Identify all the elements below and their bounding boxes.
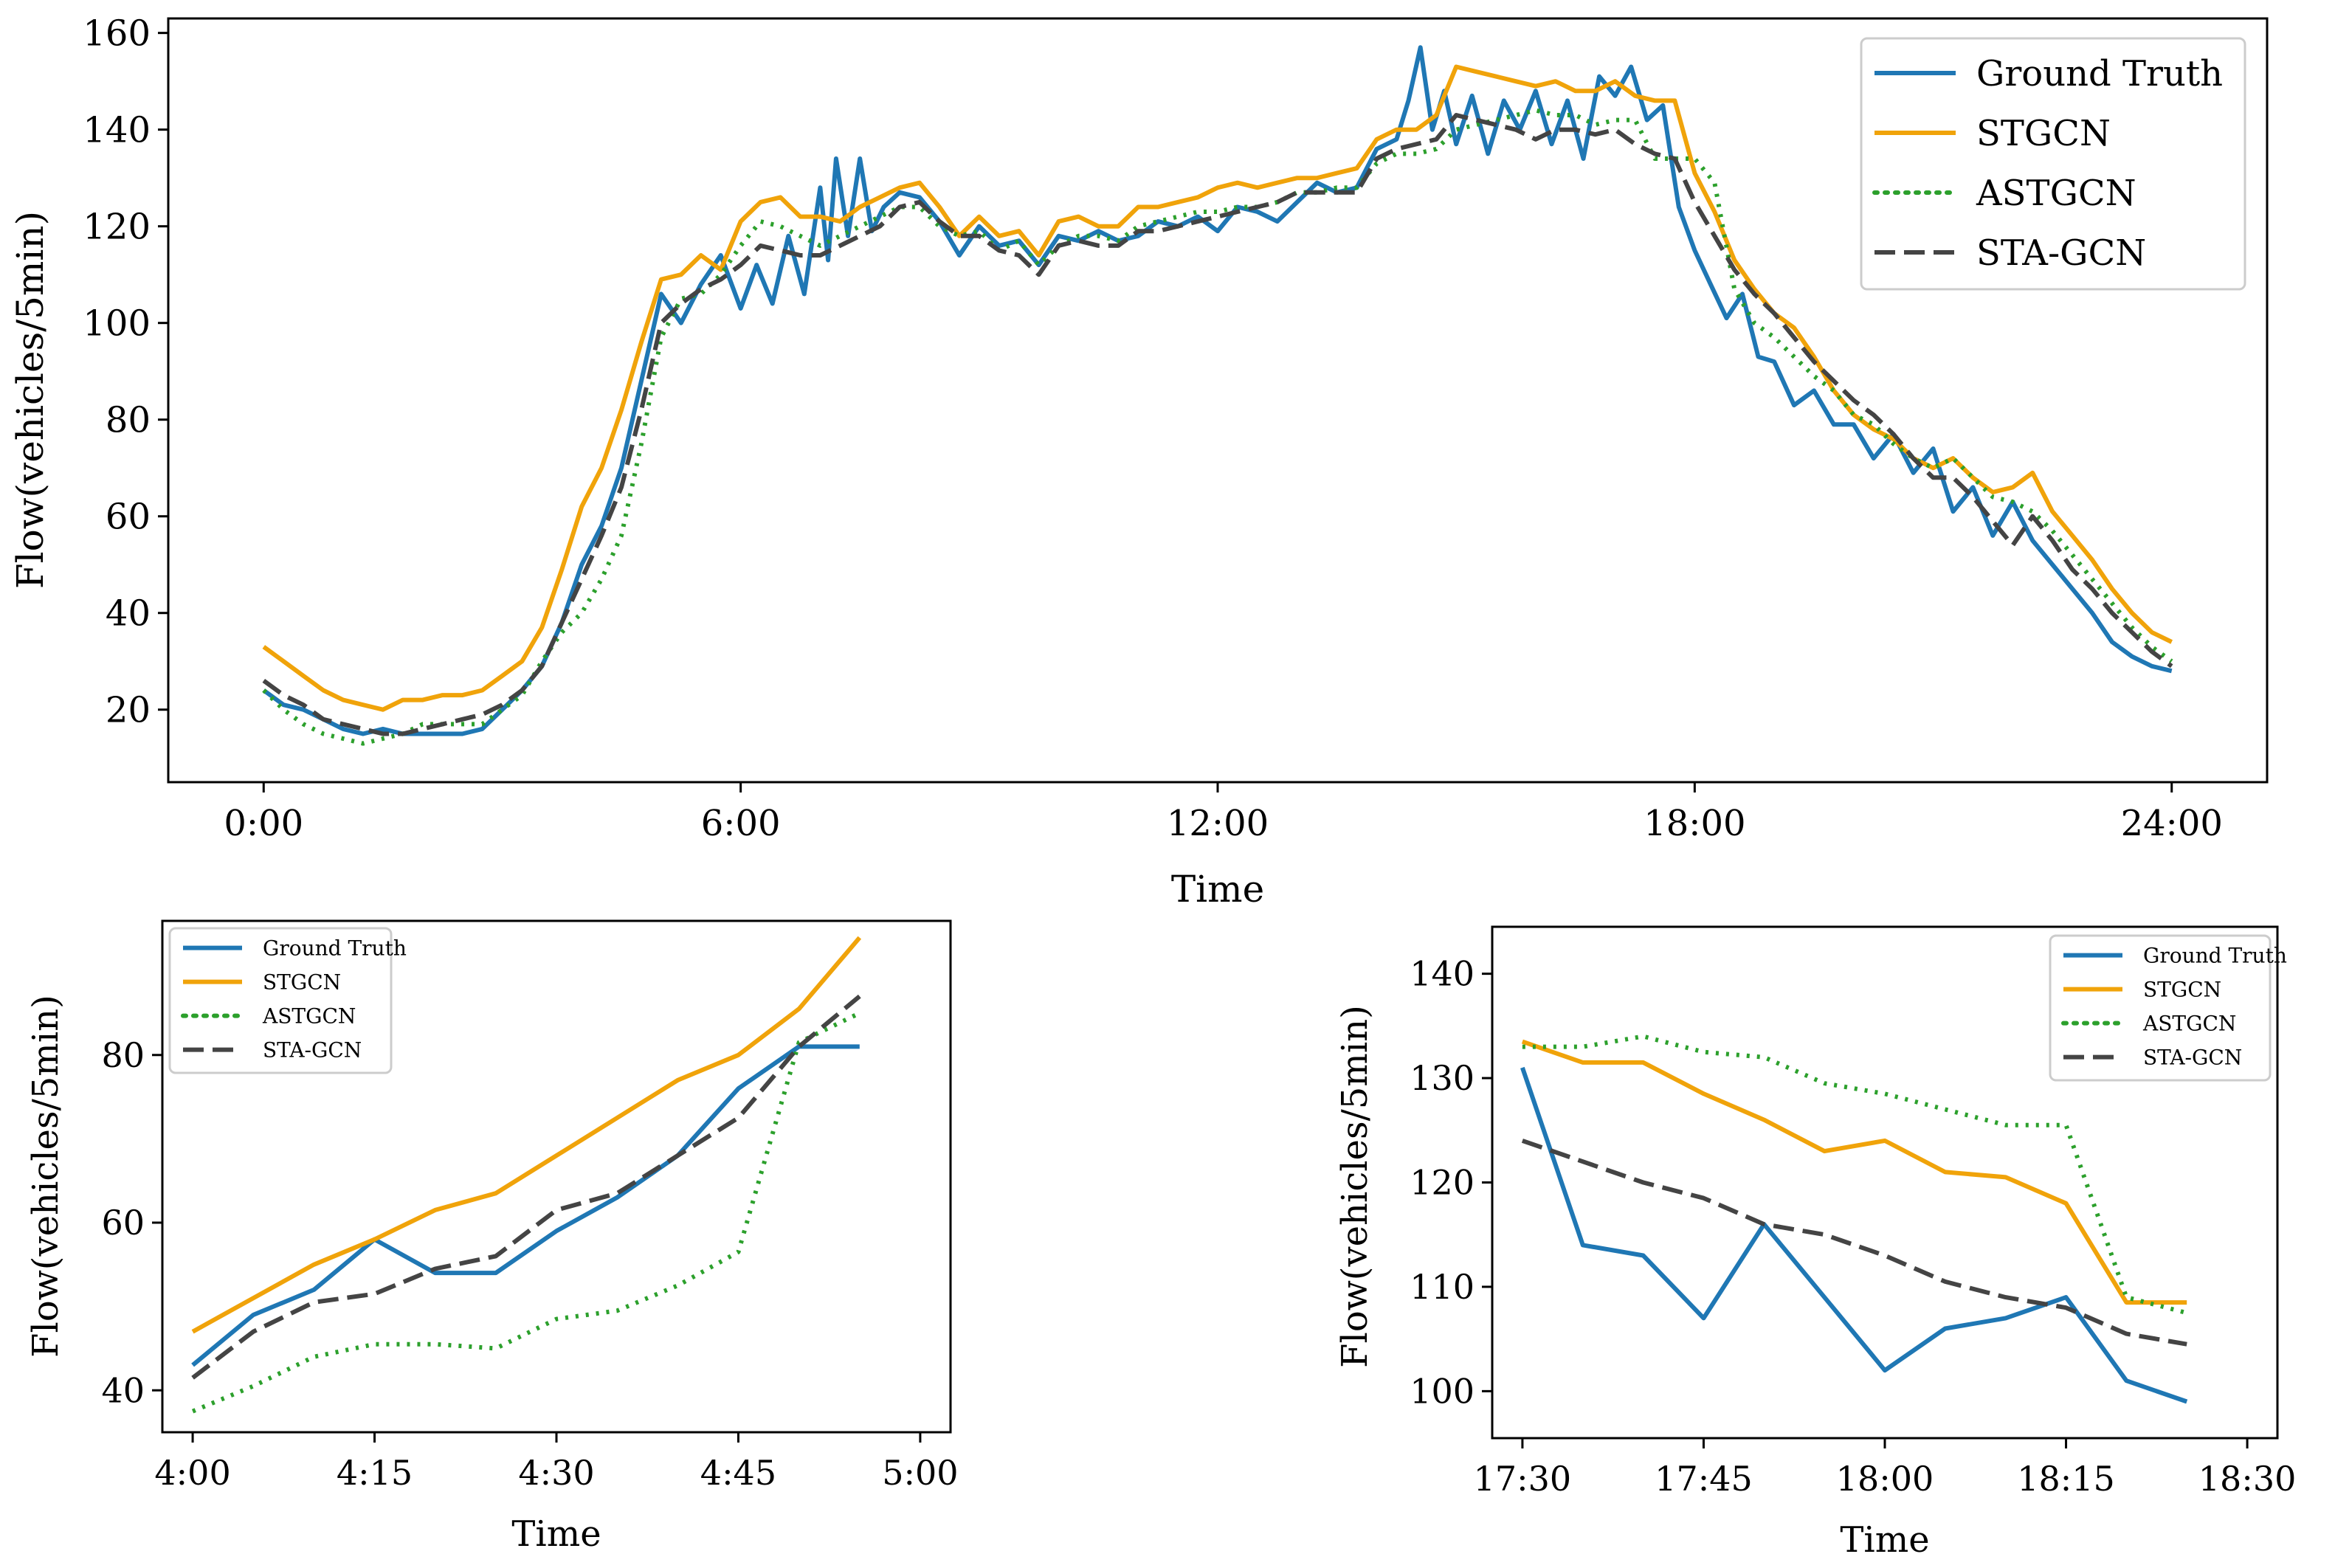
main-x-tick-label: 24:00 [2121,803,2223,844]
main-legend-label: STA-GCN [1976,232,2146,274]
main-y-tick-label: 120 [83,206,151,247]
zoom-right-chart: 17:30 17:45 18:00 18:15 18:30 100 110 120 130 140… [1334,925,2296,1561]
zoom-right-series-astgcn [1522,1034,2187,1316]
main-y-axis-label: Flow(vehicles/5min) [9,211,52,589]
zoom-left-legend-label: Ground Truth [263,936,407,960]
zoom-left-legend: Ground Truth STGCN ASTGCN STA-GCN [168,927,407,1074]
zoom-left-x-axis-label: Time [511,1513,601,1555]
main-x-tick-label: 12:00 [1167,803,1269,844]
zoom-left-ticks: 4:00 4:15 4:30 4:45 5:00 40 60 80 [101,1035,958,1493]
zoom-right-legend-label: ASTGCN [2142,1011,2236,1035]
zoom-right-x-tick-label: 18:00 [1836,1459,1934,1499]
main-x-tick-label: 0:00 [224,803,303,844]
main-y-tick-label: 60 [106,497,151,538]
zoom-left-chart: 4:00 4:15 4:30 4:45 5:00 40 60 80 Time Flow(veh… [25,919,959,1555]
zoom-left-legend-box [168,927,393,1074]
main-series-ground-truth [262,45,2173,736]
zoom-left-legend-label: ASTGCN [262,1004,356,1028]
zoom-right-legend-label: STGCN [2143,977,2221,1001]
main-series [262,45,2173,746]
zoom-left-y-tick-label: 60 [101,1203,145,1243]
zoom-left-series-ground-truth [191,1044,860,1367]
zoom-right-x-tick-label: 17:30 [1474,1459,1572,1499]
main-y-tick-label: 100 [83,303,151,344]
main-y-tick-label: 140 [83,109,151,151]
zoom-right-series-sta-gcn [1521,1139,2187,1347]
zoom-right-x-tick-label: 18:15 [2017,1459,2115,1499]
zoom-left-series-sta-gcn [191,994,861,1380]
main-x-tick-label: 18:00 [1644,803,1745,844]
main-legend-label: Ground Truth [1976,53,2223,94]
main-x-tick-label: 6:00 [701,803,781,844]
zoom-right-y-tick-label: 120 [1410,1163,1475,1203]
zoom-left-legend-label: STA-GCN [263,1037,362,1062]
zoom-right-x-tick-label: 17:45 [1655,1459,1753,1499]
zoom-left-x-tick-label: 4:15 [337,1453,413,1493]
zoom-left-x-tick-label: 4:30 [518,1453,594,1493]
zoom-left-y-axis-label: Flow(vehicles/5min) [25,995,66,1358]
zoom-right-series-stgcn [1521,1039,2187,1305]
zoom-left-y-tick-label: 80 [101,1035,145,1075]
main-legend-label: STGCN [1976,113,2111,154]
zoom-right-y-tick-label: 140 [1410,954,1475,994]
zoom-left-series [191,936,862,1414]
main-y-tick-label: 160 [83,13,151,54]
zoom-left-legend-label: STGCN [263,970,341,994]
zoom-right-x-axis-label: Time [1840,1519,1929,1561]
zoom-right-y-axis-label: Flow(vehicles/5min) [1334,1005,1376,1368]
main-y-tick-label: 20 [106,690,151,731]
zoom-left-series-stgcn [191,936,862,1334]
zoom-right-y-tick-label: 110 [1410,1267,1475,1307]
main-series-stgcn [262,64,2173,712]
zoom-left-x-tick-label: 5:00 [882,1453,958,1493]
zoom-left-x-tick-label: 4:00 [154,1453,230,1493]
main-legend-box [1860,37,2246,291]
zoom-right-legend-label: Ground Truth [2143,943,2287,967]
main-legend: Ground Truth STGCN ASTGCN STA-GCN [1860,37,2246,291]
zoom-right-legend: Ground Truth STGCN ASTGCN STA-GCN [2049,934,2287,1082]
zoom-left-x-tick-label: 4:45 [700,1453,776,1493]
zoom-right-legend-label: STA-GCN [2143,1045,2242,1069]
main-y-tick-label: 40 [106,593,151,635]
main-legend-label: ASTGCN [1976,173,2136,214]
zoom-right-legend-box [2049,934,2272,1082]
main-ticks: 0:00 6:00 12:00 18:00 24:00 20 40 60 80 100 120 140… [83,13,2223,843]
main-x-axis-label: Time [1171,868,1264,911]
zoom-left-y-tick-label: 40 [101,1370,145,1410]
main-chart: 0:00 6:00 12:00 18:00 24:00 20 40 60 80 100 120 140… [9,13,2269,911]
zoom-right-y-tick-label: 130 [1410,1058,1475,1098]
zoom-right-x-tick-label: 18:30 [2198,1459,2297,1499]
main-y-tick-label: 80 [106,400,151,441]
zoom-right-ticks: 17:30 17:45 18:00 18:15 18:30 100 110 120 130 140 [1410,954,2296,1499]
zoom-right-y-tick-label: 100 [1410,1371,1475,1411]
zoom-right-series [1520,1034,2188,1404]
main-series-sta-gcn [262,113,2173,736]
